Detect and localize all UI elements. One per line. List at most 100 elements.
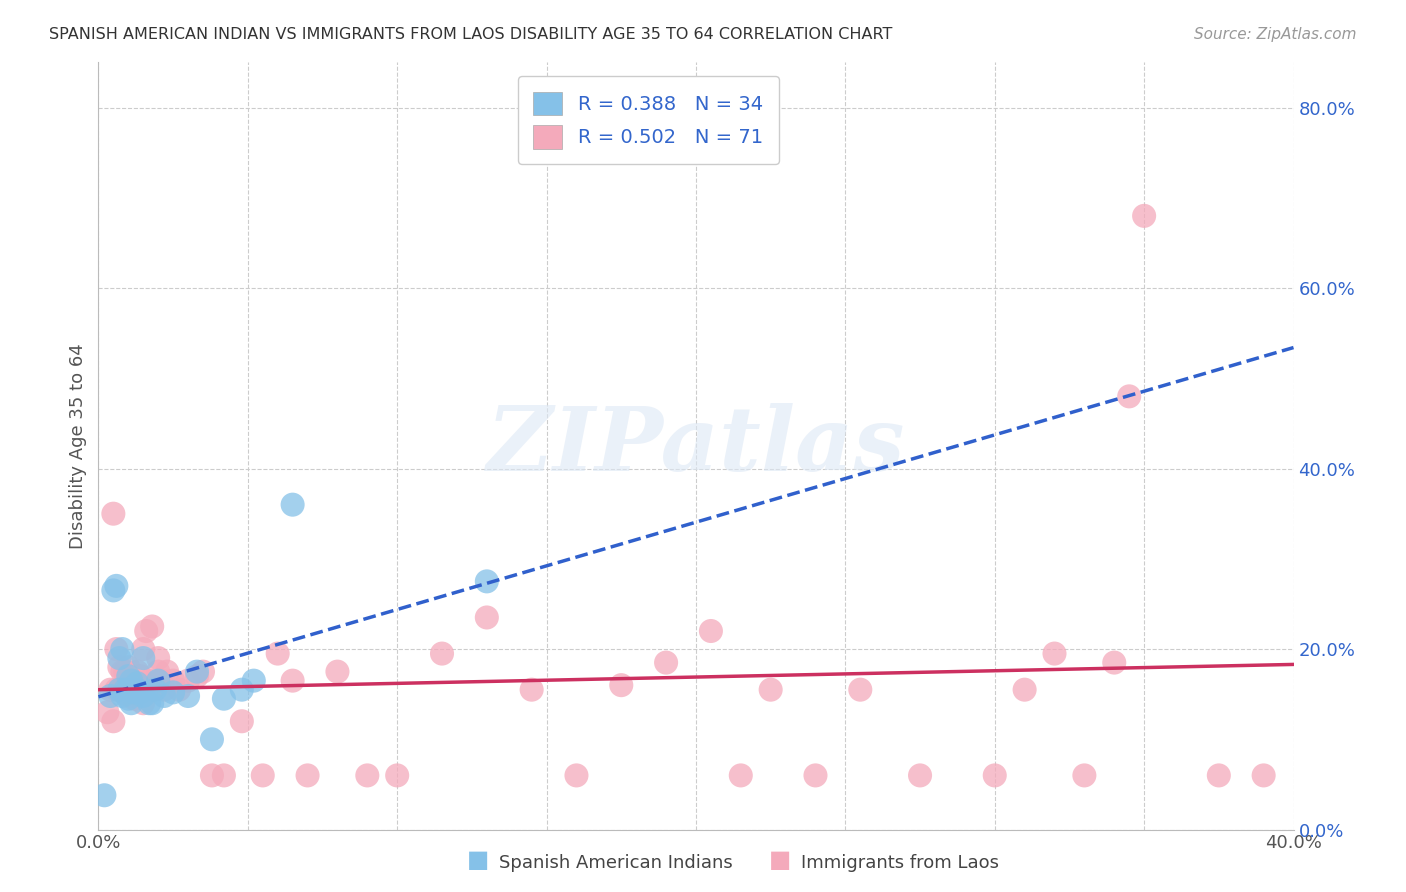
Text: Source: ZipAtlas.com: Source: ZipAtlas.com [1194, 27, 1357, 42]
Point [141, 696, 163, 710]
Point [127, 682, 149, 697]
Point [143, 682, 166, 697]
Point [132, 651, 155, 665]
Point [908, 768, 931, 782]
Point [141, 682, 163, 697]
Text: ■: ■ [769, 848, 792, 872]
Point [700, 624, 723, 638]
Point [129, 685, 152, 699]
Point [475, 574, 498, 589]
Point [281, 498, 304, 512]
Point [135, 682, 157, 697]
Text: Immigrants from Laos: Immigrants from Laos [801, 855, 1000, 872]
Point [162, 673, 184, 688]
Point [1208, 768, 1230, 782]
Text: ZIPatlas: ZIPatlas [488, 403, 904, 489]
Point [1014, 682, 1036, 697]
Point [430, 647, 453, 661]
Point [111, 665, 134, 679]
Point [103, 714, 125, 729]
Point [177, 673, 200, 688]
Point [252, 768, 274, 782]
Point [191, 665, 214, 679]
Point [129, 682, 152, 697]
Point [153, 689, 176, 703]
Point [212, 691, 235, 706]
Point [162, 685, 184, 699]
Point [103, 507, 125, 521]
Point [212, 768, 235, 782]
Point [111, 642, 134, 657]
Point [120, 689, 142, 703]
Point [356, 768, 378, 782]
Point [148, 665, 170, 679]
Point [201, 732, 224, 747]
Point [610, 678, 633, 692]
Point [120, 673, 142, 688]
Point [148, 673, 170, 688]
Point [93, 789, 115, 803]
Point [114, 682, 136, 697]
Point [132, 689, 155, 703]
Point [849, 682, 872, 697]
Point [243, 673, 266, 688]
Point [281, 673, 304, 688]
Point [297, 768, 319, 782]
Point [135, 624, 157, 638]
Point [153, 682, 176, 697]
Point [186, 669, 208, 683]
Point [114, 687, 136, 701]
Point [108, 682, 131, 697]
Point [759, 682, 782, 697]
Point [117, 660, 139, 674]
Point [117, 682, 139, 697]
Point [730, 768, 752, 782]
Point [117, 691, 139, 706]
Point [103, 583, 125, 598]
Point [150, 673, 173, 688]
Point [267, 647, 290, 661]
Point [108, 660, 131, 674]
Point [565, 768, 588, 782]
Point [231, 714, 253, 729]
Point [984, 768, 1007, 782]
Point [105, 579, 128, 593]
Point [117, 669, 139, 683]
Point [138, 673, 160, 688]
Point [105, 642, 128, 657]
Point [98, 689, 122, 703]
Point [132, 642, 155, 657]
Point [124, 691, 146, 706]
Point [201, 768, 224, 782]
Text: SPANISH AMERICAN INDIAN VS IMMIGRANTS FROM LAOS DISABILITY AGE 35 TO 64 CORRELAT: SPANISH AMERICAN INDIAN VS IMMIGRANTS FR… [49, 27, 893, 42]
Point [186, 665, 208, 679]
Point [96, 705, 118, 719]
Point [385, 768, 409, 782]
Point [120, 696, 142, 710]
Point [114, 665, 136, 679]
Point [138, 696, 160, 710]
Point [124, 673, 146, 688]
Point [108, 651, 131, 665]
Point [127, 665, 149, 679]
Point [111, 682, 134, 697]
Point [177, 689, 200, 703]
Point [475, 610, 498, 624]
Point [111, 689, 134, 703]
Point [117, 673, 139, 688]
Point [156, 665, 179, 679]
Text: Spanish American Indians: Spanish American Indians [499, 855, 733, 872]
Point [105, 682, 128, 697]
Point [148, 651, 170, 665]
Point [520, 682, 543, 697]
Point [655, 656, 678, 670]
Point [129, 669, 152, 683]
Point [326, 665, 349, 679]
Point [1118, 389, 1140, 403]
Point [1133, 209, 1156, 223]
Point [1043, 647, 1066, 661]
Point [1104, 656, 1126, 670]
Point [141, 619, 163, 633]
Point [132, 696, 155, 710]
Point [120, 682, 142, 697]
